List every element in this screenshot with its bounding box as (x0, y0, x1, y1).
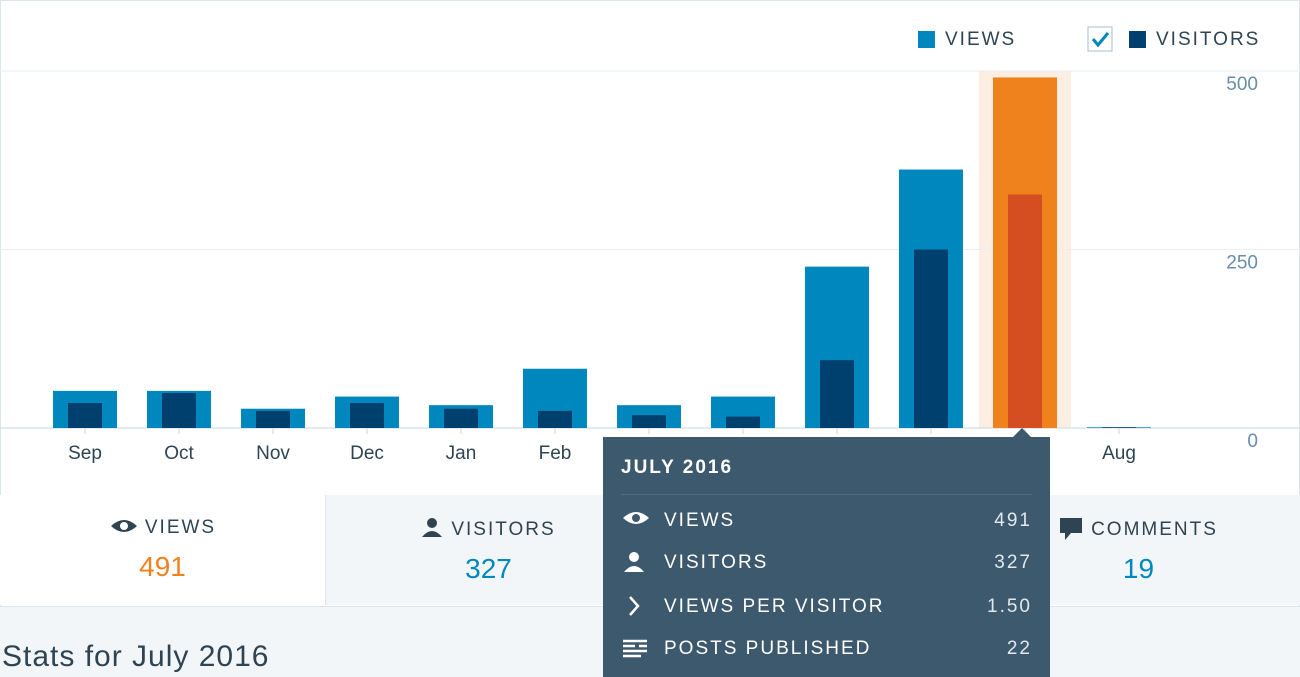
bar (726, 416, 760, 428)
tooltip-row: POSTS PUBLISHED 22 (621, 634, 1032, 664)
eye-icon (110, 520, 137, 532)
comment-icon (1060, 518, 1083, 540)
y-tick-label: 0 (1247, 431, 1258, 452)
row-label: VIEWS (664, 510, 736, 531)
bar (1102, 427, 1136, 428)
row-label: POSTS PUBLISHED (664, 638, 872, 659)
bar (68, 403, 102, 428)
legend-label: VISITORS (1156, 29, 1260, 50)
checkmark (1091, 32, 1110, 48)
tab-value: 327 (465, 553, 512, 584)
footer-title: Stats for July 2016 (2, 640, 270, 673)
x-tick-label: Dec (350, 443, 384, 464)
bar (538, 410, 572, 428)
tooltip-row: VISITORS 327 (621, 548, 1032, 578)
row-value: 491 (994, 510, 1032, 531)
x-tick-label: Oct (164, 443, 194, 464)
bar (256, 410, 290, 428)
tooltip-row: VIEWS 491 (621, 506, 1032, 536)
row-label: VIEWS PER VISITOR (664, 596, 885, 617)
bar (632, 415, 666, 428)
tooltip-title: JULY 2016 (621, 457, 734, 478)
x-tick-label: Jan (446, 443, 477, 464)
row-value: 22 (1006, 638, 1032, 659)
x-tick-label: Nov (256, 443, 290, 464)
eye-icon (623, 512, 649, 524)
y-tick-label: 500 (1226, 74, 1258, 95)
row-value: 327 (994, 552, 1032, 573)
bar (820, 360, 854, 428)
x-tick-label: Aug (1102, 443, 1136, 464)
row-label: VISITORS (664, 552, 769, 573)
tab-label-text: VIEWS (144, 517, 217, 538)
tooltip: JULY 2016 VIEWS 491 VISITORS 327 VIEWS PER… (603, 437, 1050, 677)
y-tick-label: 250 (1226, 253, 1258, 274)
tab-value: 491 (139, 551, 186, 582)
posts-icon (623, 639, 647, 658)
legend-label: VIEWS (945, 29, 1016, 50)
bar (444, 408, 478, 428)
bar (350, 403, 384, 428)
row-value: 1.50 (987, 596, 1032, 617)
legend-swatch (918, 31, 935, 48)
x-tick-label: Sep (68, 443, 102, 464)
legend-swatch (1129, 31, 1146, 48)
tab[interactable]: VIEWS 491 (0, 495, 325, 605)
tab-label: COMMENTS (976, 517, 1300, 541)
tab[interactable]: VISITORS 327 (325, 495, 651, 605)
chevron-icon (629, 596, 640, 616)
chart: 0 250 500 Sep Oct Nov Dec Jan Feb Aug VIEWS VISITOR… (0, 26, 1300, 464)
tooltip-row: VIEWS PER VISITOR 1.50 (621, 592, 1032, 622)
checkbox[interactable] (1087, 26, 1113, 52)
x-tick-label: Feb (539, 443, 572, 464)
person-icon (624, 552, 644, 572)
person-icon (422, 518, 443, 537)
separator (621, 494, 1032, 495)
tab-label-text: VISITORS (451, 519, 556, 540)
bar (1008, 194, 1042, 428)
tab-label: VIEWS (0, 517, 325, 539)
bar (162, 393, 196, 428)
bar (914, 249, 948, 428)
tab-label: VISITORS (326, 517, 651, 541)
tab-value: 19 (1122, 553, 1155, 584)
tab-label-text: COMMENTS (1091, 519, 1218, 540)
